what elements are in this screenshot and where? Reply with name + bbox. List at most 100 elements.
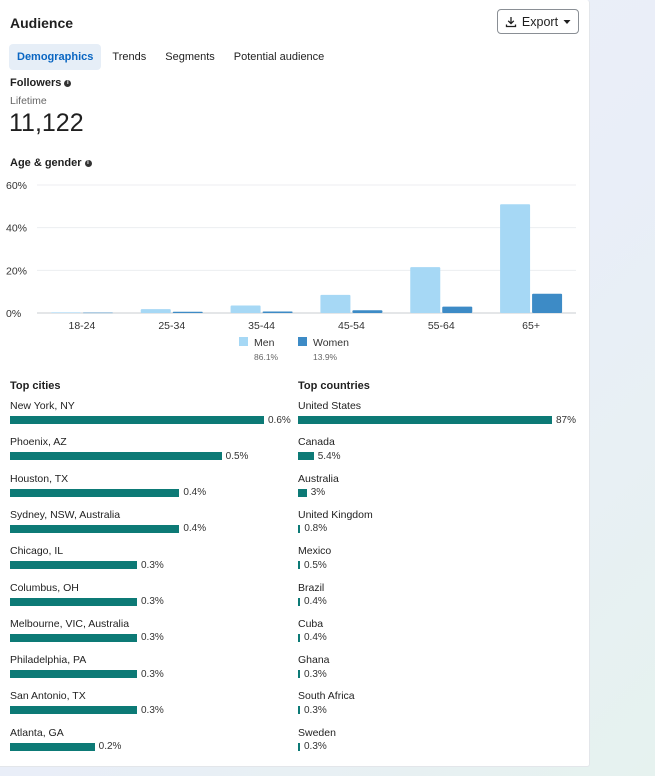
legend-pct-women: 13.9%: [313, 352, 338, 362]
age-gender-chart: 0% 20% 40% 60% 18-24 25-34 35-44 45-54 55-64 65+ M…: [6, 180, 576, 362]
list-item-name: Houston, TX: [10, 472, 69, 485]
list-item-value: 0.3%: [141, 559, 164, 571]
list-item-value: 0.4%: [304, 596, 327, 607]
list-item-bar: [298, 452, 314, 461]
list-item-name: Columbus, OH: [10, 581, 79, 594]
list-item-value: 0.3%: [141, 596, 164, 607]
bar-women: [262, 311, 293, 313]
list-item-barline: 0.3%: [298, 704, 355, 716]
list-item: New York, NY 0.6%: [10, 400, 291, 426]
list-item: United States 87%: [298, 400, 577, 426]
tab-demographics[interactable]: Demographics: [9, 44, 102, 70]
list-item: Ghana 0.3%: [298, 654, 330, 680]
list-item-barline: 0.6%: [10, 414, 291, 426]
y-tick-label: 60%: [6, 180, 27, 192]
y-tick-label: 0%: [6, 308, 21, 320]
list-item-barline: 3%: [298, 487, 339, 498]
list-item: Phoenix, AZ 0.5%: [10, 436, 248, 462]
list-item: Brazil 0.4%: [298, 582, 327, 607]
list-item-name: San Antonio, TX: [10, 690, 86, 703]
list-item-name: Australia: [298, 472, 339, 485]
x-tick-label: 25-34: [158, 320, 185, 332]
export-button[interactable]: Export: [497, 9, 579, 34]
bar-men: [230, 305, 261, 313]
list-item-bar: [298, 633, 300, 642]
list-item-barline: 0.5%: [10, 451, 248, 462]
bar-women: [352, 310, 383, 313]
list-item-bar: [298, 742, 300, 751]
list-item: Philadelphia, PA 0.3%: [10, 654, 164, 680]
list-item-value: 5.4%: [317, 450, 341, 462]
tab-segments[interactable]: Segments: [165, 51, 215, 63]
list-item-bar: [298, 597, 300, 606]
list-item-name: Chicago, IL: [10, 545, 64, 558]
info-icon[interactable]: i: [84, 159, 92, 167]
list-item-value: 0.3%: [304, 741, 327, 753]
tab-potential-audience[interactable]: Potential audience: [233, 51, 325, 63]
info-icon[interactable]: i: [64, 79, 72, 87]
list-item-name: Mexico: [298, 545, 332, 558]
followers-heading: Followers i: [10, 77, 72, 89]
list-item-bar: [10, 742, 95, 751]
list-item-name: Sydney, NSW, Australia: [10, 508, 121, 521]
x-tick-label: 55-64: [428, 320, 455, 332]
age-gender-label: Age & gender: [10, 157, 82, 169]
legend-swatch-women: [298, 337, 307, 346]
bar-women: [442, 306, 473, 313]
export-label: Export: [521, 14, 559, 29]
bar-men: [320, 294, 351, 313]
list-item-barline: 0.3%: [10, 632, 164, 644]
tab-trends[interactable]: Trends: [112, 51, 147, 63]
list-item-barline: 0.4%: [298, 632, 327, 643]
list-item-bar: [298, 524, 301, 533]
followers-sublabel: Lifetime: [10, 95, 47, 107]
list-item-bar: [10, 633, 137, 642]
list-item-bar: [10, 452, 222, 461]
list-item-barline: 87%: [298, 414, 577, 426]
list-item-name: Philadelphia, PA: [10, 654, 87, 667]
legend-label-men: Men: [254, 337, 275, 349]
x-tick-label: 18-24: [68, 320, 95, 332]
list-item-barline: 0.3%: [10, 559, 164, 571]
list-item-name: Sweden: [298, 726, 336, 739]
list-item-bar: [10, 670, 137, 679]
list-item-value: 0.3%: [141, 668, 164, 680]
list-item-value: 0.8%: [304, 523, 328, 535]
bar-men: [410, 267, 441, 313]
list-item-barline: 0.3%: [10, 668, 164, 680]
bar-women: [82, 312, 113, 314]
list-item: Houston, TX 0.4%: [10, 473, 206, 498]
list-item-value: 0.3%: [304, 704, 327, 716]
list-item-name: South Africa: [298, 690, 355, 703]
list-item-value: 0.3%: [141, 632, 164, 644]
list-item-bar: [10, 706, 137, 715]
legend-swatch-men: [239, 337, 248, 346]
list-item-value: 0.2%: [98, 741, 122, 753]
bar-men: [50, 312, 81, 313]
list-item-bar: [10, 416, 264, 424]
download-icon: [505, 16, 517, 28]
list-item-bar: [10, 524, 180, 533]
list-item-name: New York, NY: [10, 400, 75, 412]
list-item-barline: 0.5%: [298, 559, 331, 571]
list-item-value: 0.4%: [183, 487, 207, 499]
tab-bar: Demographics Trends Segments Potential a…: [9, 44, 335, 70]
list-item-name: Atlanta, GA: [10, 726, 64, 739]
list-item-value: 87%: [556, 414, 577, 426]
list-item-value: 0.5%: [304, 559, 327, 571]
bar-women: [172, 311, 203, 313]
list-item: Mexico 0.5%: [298, 545, 332, 571]
list-item-value: 0.4%: [183, 523, 207, 535]
list-item: San Antonio, TX 0.3%: [10, 690, 164, 716]
bar-men: [500, 204, 531, 313]
bar-women: [532, 293, 563, 313]
list-item-name: Melbourne, VIC, Australia: [10, 617, 130, 630]
list-item-bar: [298, 706, 300, 715]
list-item-value: 0.6%: [268, 414, 291, 426]
list-item-bar: [298, 416, 552, 424]
list-item: Sydney, NSW, Australia 0.4%: [10, 509, 206, 534]
list-item-barline: 0.3%: [298, 669, 330, 680]
list-item: South Africa 0.3%: [298, 690, 355, 716]
list-item-name: Phoenix, AZ: [10, 436, 67, 449]
followers-count: 11,122: [9, 109, 84, 137]
